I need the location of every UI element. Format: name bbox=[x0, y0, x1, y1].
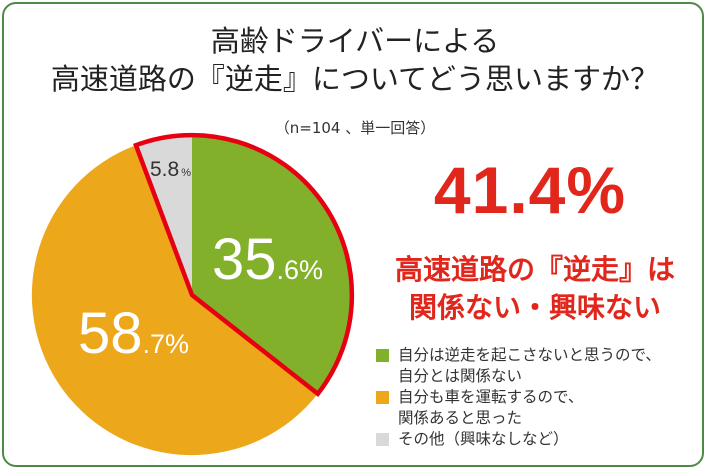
legend: 自分は逆走を起こさないと思うので、 自分とは関係ない 自分も車を運転するので、 … bbox=[376, 345, 706, 450]
slice-green-label: 35.6% bbox=[212, 227, 323, 292]
legend-swatch-green bbox=[376, 349, 389, 362]
legend-swatch-gray bbox=[376, 433, 389, 446]
legend-label: 自分も車を運転するので、 関係あると思った bbox=[398, 388, 584, 427]
slice-orange-label: 58.7% bbox=[78, 301, 189, 366]
legend-swatch-orange bbox=[376, 391, 389, 404]
legend-item-orange: 自分も車を運転するので、 関係あると思った bbox=[376, 387, 706, 429]
legend-label: その他（興味なしなど） bbox=[398, 430, 569, 448]
highlight-line2: 関係ない・興味ない bbox=[408, 291, 661, 324]
slice-green bbox=[192, 135, 352, 394]
highlight-line1: 高速道路の『逆走』は bbox=[394, 253, 675, 286]
legend-label: 自分は逆走を起こさないと思うので、 自分とは関係ない bbox=[398, 346, 661, 385]
slice-gray-label: 5.8% bbox=[150, 158, 191, 181]
highlight-value: 41.4% bbox=[433, 153, 627, 227]
chart-title-line1: 高齢ドライバーによる bbox=[210, 24, 500, 58]
highlight-outline bbox=[133, 132, 355, 397]
slice-orange bbox=[31, 145, 318, 456]
chart-subtitle: （n=104 、単一回答） bbox=[274, 119, 436, 137]
legend-item-gray: その他（興味なしなど） bbox=[376, 429, 706, 450]
legend-item-green: 自分は逆走を起こさないと思うので、 自分とは関係ない bbox=[376, 345, 706, 387]
chart-title-line2: 高速道路の『逆走』についてどう思いますか？ bbox=[50, 62, 660, 96]
